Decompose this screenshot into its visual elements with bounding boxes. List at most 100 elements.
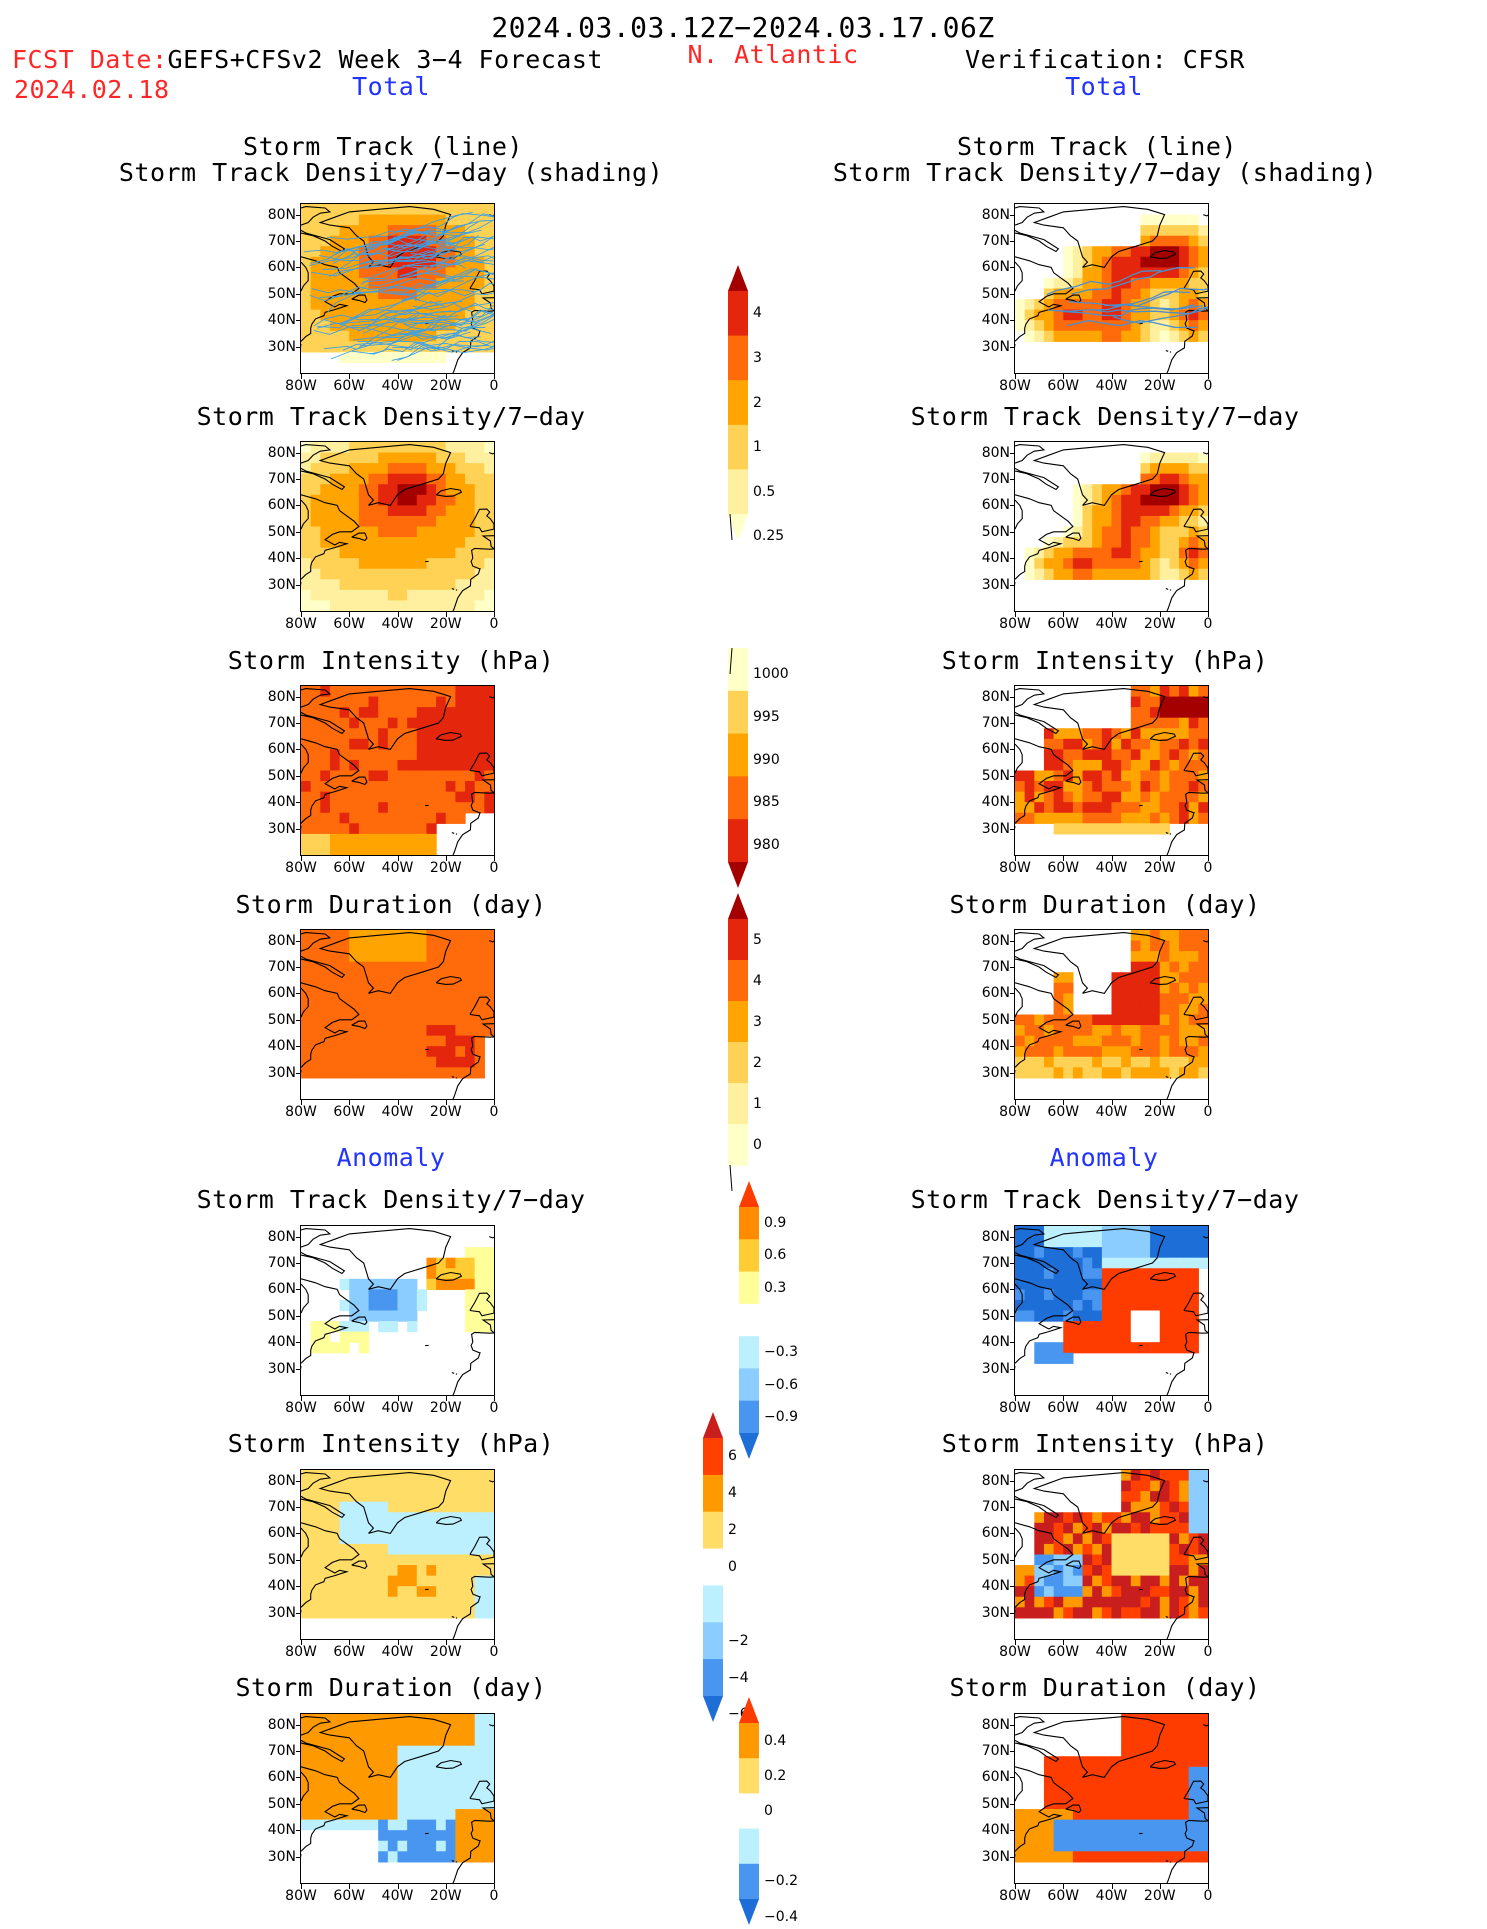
grid-cell xyxy=(388,1746,398,1757)
grid-cell xyxy=(330,1544,340,1555)
grid-cell xyxy=(378,463,388,474)
grid-cell xyxy=(359,558,369,569)
grid-cell xyxy=(455,1481,465,1492)
grid-cell xyxy=(340,236,350,247)
grid-cell xyxy=(388,993,398,1004)
grid-cell xyxy=(349,1470,359,1481)
lat-tick-label: 60N xyxy=(970,497,1010,513)
grid-cell xyxy=(301,1565,311,1576)
grid-cell xyxy=(369,1491,379,1502)
grid-cell xyxy=(359,453,369,464)
grid-cell xyxy=(1160,697,1170,708)
lon-tick-label: 40W xyxy=(1096,378,1128,394)
grid-cell xyxy=(407,1809,417,1820)
grid-cell xyxy=(455,1057,465,1068)
grid-cell xyxy=(1198,1851,1208,1862)
lat-tick xyxy=(1010,1613,1015,1614)
grid-cell xyxy=(311,781,321,792)
grid-cell xyxy=(446,962,456,973)
grid-cell xyxy=(1169,1057,1179,1068)
grid-cell xyxy=(1073,760,1083,771)
grid-cell xyxy=(398,1809,408,1820)
lon-tick-label: 80W xyxy=(285,616,317,632)
grid-cell xyxy=(475,951,485,962)
coastline xyxy=(1015,500,1022,529)
grid-cell xyxy=(446,1481,456,1492)
grid-cell xyxy=(398,749,408,760)
grid-cell xyxy=(1034,1247,1044,1258)
grid-cell xyxy=(1054,320,1064,331)
colorbar-tick-label: 0 xyxy=(764,1803,773,1819)
grid-cell xyxy=(398,579,408,590)
lat-tick-label: 60N xyxy=(256,985,296,1001)
grid-cell xyxy=(378,962,388,973)
grid-cell xyxy=(455,707,465,718)
grid-cell xyxy=(1169,453,1179,464)
grid-cell xyxy=(1112,1258,1122,1269)
grid-cell xyxy=(1160,1555,1170,1566)
grid-cell xyxy=(330,823,340,834)
grid-cell xyxy=(369,1036,379,1047)
grid-cell xyxy=(311,320,321,331)
grid-cell xyxy=(311,760,321,771)
grid-cell xyxy=(1169,1767,1179,1778)
grid-cell xyxy=(417,1830,427,1841)
grid-cell xyxy=(1083,813,1093,824)
grid-cell xyxy=(349,972,359,983)
lat-tick xyxy=(1010,1751,1015,1752)
grid-cell xyxy=(417,781,427,792)
grid-cell xyxy=(1140,537,1150,548)
grid-cell xyxy=(398,1036,408,1047)
grid-cell xyxy=(1179,569,1189,580)
grid-cell xyxy=(1160,236,1170,247)
grid-cell xyxy=(1112,1025,1122,1036)
grid-cell xyxy=(1169,1300,1179,1311)
lon-tick-label: 60W xyxy=(333,1104,365,1120)
grid-cell xyxy=(398,1004,408,1015)
grid-cell xyxy=(1015,1067,1025,1078)
lon-tick xyxy=(349,374,350,379)
lat-tick-label: 70N xyxy=(970,959,1010,975)
grid-cell xyxy=(407,442,417,453)
grid-cell xyxy=(340,1332,350,1343)
grid-cell xyxy=(1140,951,1150,962)
grid-cell xyxy=(484,1268,494,1279)
grid-cell xyxy=(1160,1586,1170,1597)
grid-cell xyxy=(1102,289,1112,300)
grid-cell xyxy=(378,1788,388,1799)
grid-cell xyxy=(484,1767,494,1778)
grid-cell xyxy=(1121,331,1131,342)
grid-cell xyxy=(426,1015,436,1026)
grid-cell xyxy=(1034,331,1044,342)
grid-cell xyxy=(407,834,417,845)
grid-cell xyxy=(378,600,388,611)
grid-cell xyxy=(1179,267,1189,278)
grid-cell xyxy=(398,204,408,215)
grid-cell xyxy=(1034,1809,1044,1820)
grid-cell xyxy=(417,516,427,527)
grid-cell xyxy=(1140,548,1150,559)
grid-cell xyxy=(1092,1512,1102,1523)
grid-cell xyxy=(1054,1576,1064,1587)
grid-cell xyxy=(1083,558,1093,569)
grid-cell xyxy=(436,1046,446,1057)
grid-cell xyxy=(426,1777,436,1788)
grid-cell xyxy=(398,1067,408,1078)
grid-cell xyxy=(1083,1015,1093,1026)
grid-cell xyxy=(475,590,485,601)
grid-cell xyxy=(446,527,456,538)
grid-cell xyxy=(1054,1353,1064,1364)
grid-cell xyxy=(1131,728,1141,739)
grid-cell xyxy=(426,707,436,718)
grid-cell xyxy=(1102,1057,1112,1068)
colorbar-swatch xyxy=(728,291,748,336)
grid-cell xyxy=(1160,951,1170,962)
grid-cell xyxy=(1102,1841,1112,1852)
lat-tick-label: 80N xyxy=(256,933,296,949)
grid-cell xyxy=(1150,941,1160,952)
grid-cell xyxy=(1131,1300,1141,1311)
grid-cell xyxy=(320,1025,330,1036)
grid-cell xyxy=(1179,1046,1189,1057)
grid-cell xyxy=(465,993,475,1004)
grid-cell xyxy=(1179,962,1189,973)
